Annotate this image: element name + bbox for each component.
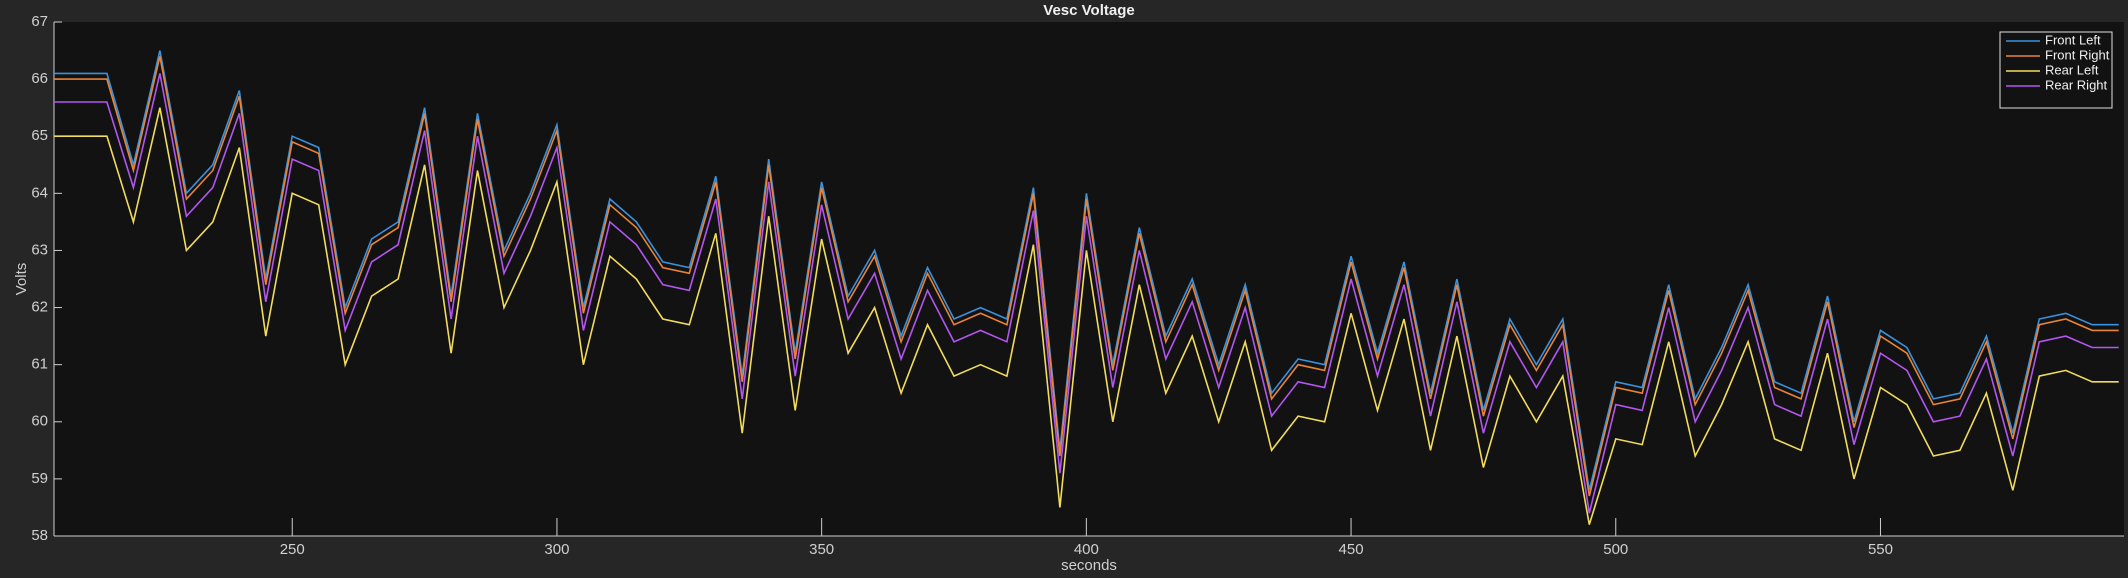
- x-tick-label: 500: [1603, 541, 1628, 558]
- x-tick-label: 400: [1074, 541, 1099, 558]
- x-tick-label: 350: [809, 541, 834, 558]
- legend-label: Rear Left: [2045, 62, 2099, 77]
- chart-title: Vesc Voltage: [1043, 2, 1134, 19]
- y-tick-label: 60: [31, 413, 48, 430]
- line-series: [54, 56, 2119, 497]
- y-axis-label: Volts: [13, 263, 30, 296]
- y-tick-label: 66: [31, 70, 48, 87]
- legend-label: Rear Right: [2045, 77, 2108, 92]
- legend-box: [1999, 31, 2113, 109]
- line-series: [54, 73, 2119, 514]
- y-tick-label: 64: [31, 184, 48, 201]
- y-tick-label: 63: [31, 241, 48, 258]
- legend-label: Front Left: [2045, 32, 2101, 47]
- y-tick-label: 67: [31, 13, 48, 30]
- line-series: [54, 50, 2119, 491]
- y-tick-label: 65: [31, 127, 48, 144]
- y-tick-label: 58: [31, 527, 48, 544]
- line-series: [54, 107, 2119, 525]
- x-axis-label: seconds: [1061, 557, 1117, 574]
- legend-label: Front Right: [2045, 47, 2110, 62]
- plot-area: [54, 22, 2124, 536]
- y-tick-label: 61: [31, 356, 48, 373]
- x-tick-label: 450: [1339, 541, 1364, 558]
- x-tick-label: 300: [544, 541, 569, 558]
- y-tick-label: 62: [31, 299, 48, 316]
- x-tick-label: 550: [1868, 541, 1893, 558]
- x-tick-label: 250: [280, 541, 305, 558]
- y-tick-label: 59: [31, 470, 48, 487]
